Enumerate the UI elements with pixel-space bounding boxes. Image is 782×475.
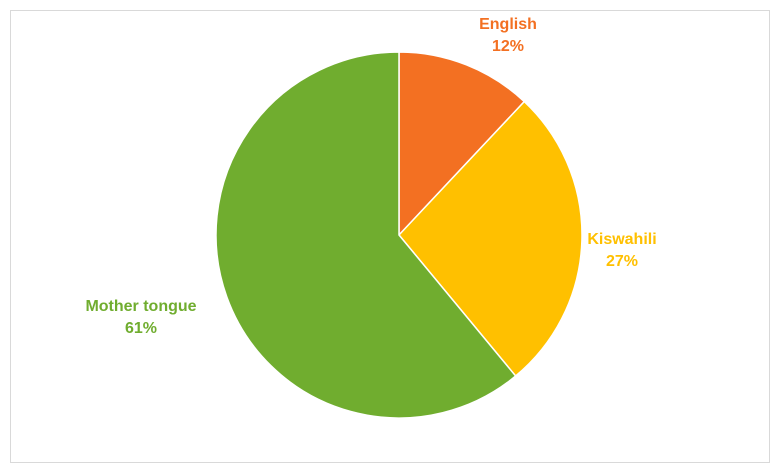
pie-slice-mother-tongue xyxy=(215,51,517,419)
slice-value-mother-tongue: 61% xyxy=(125,320,157,337)
pie-chart: English 12% Kiswahili 27% Mother tongue 61% xyxy=(85,16,657,419)
chart-area: English 12% Kiswahili 27% Mother tongue 61% xyxy=(10,10,770,463)
slice-label-mother-tongue: Mother tongue xyxy=(85,298,196,315)
slice-label-english: English xyxy=(479,16,537,33)
pie-slice-english xyxy=(398,51,526,237)
slice-label-kiswahili: Kiswahili xyxy=(587,231,656,248)
slice-value-english: 12% xyxy=(492,38,524,55)
pie-slice-kiswahili xyxy=(398,100,583,378)
slice-value-kiswahili: 27% xyxy=(606,253,638,270)
